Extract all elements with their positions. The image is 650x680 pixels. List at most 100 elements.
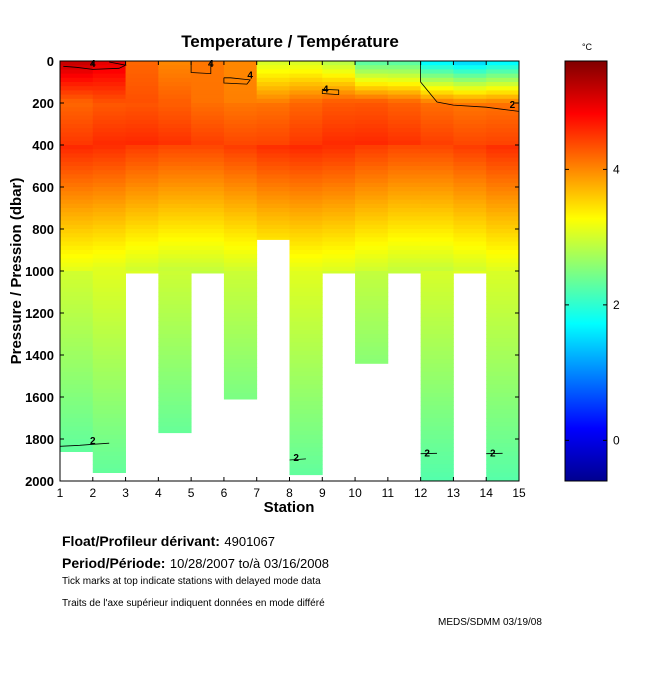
heatmap-cell (420, 275, 454, 280)
x-tick-label: 8 (286, 486, 293, 500)
heatmap-cell (289, 434, 323, 440)
heatmap-cell (453, 136, 487, 142)
heatmap-cell (387, 82, 422, 87)
heatmap-cell (453, 65, 487, 70)
heatmap-cell (486, 103, 520, 108)
heatmap-cell (158, 199, 192, 205)
heatmap-cell (289, 149, 323, 154)
heatmap-cell (453, 61, 487, 66)
heatmap-cell (289, 224, 323, 230)
heatmap-cell (60, 245, 94, 251)
heatmap-cell (158, 342, 192, 347)
heatmap-cell (420, 208, 454, 213)
heatmap-cell (453, 216, 487, 221)
heatmap-cell (486, 61, 520, 66)
heatmap-cell (453, 178, 487, 184)
heatmap-cell (453, 157, 487, 163)
heatmap-cell (486, 413, 520, 419)
heatmap-cell (191, 136, 225, 142)
heatmap-cell (420, 166, 454, 171)
heatmap-cell (420, 111, 454, 116)
heatmap-cell (486, 371, 520, 377)
heatmap-cell (453, 266, 487, 272)
heatmap-cell (387, 149, 422, 154)
heatmap-cell (420, 371, 454, 377)
heatmap-cell (158, 418, 192, 423)
heatmap-cell (60, 334, 94, 339)
heatmap-cell (420, 258, 454, 263)
heatmap-cell (223, 86, 258, 91)
heatmap-cell (60, 409, 94, 415)
colorbar-ticks: 0 2 4 (565, 162, 620, 447)
y-tick-label: 200 (32, 96, 54, 111)
heatmap-cell (355, 250, 389, 255)
heatmap-cell (387, 166, 422, 171)
heatmap-cell (191, 258, 225, 263)
heatmap-cell (420, 262, 454, 268)
x-tick-label: 5 (188, 486, 195, 500)
heatmap-cell (486, 73, 520, 79)
heatmap-cell (158, 73, 192, 79)
heatmap-cell (387, 115, 422, 121)
heatmap-cell (92, 191, 126, 196)
heatmap-cell (191, 187, 225, 192)
heatmap-cell (289, 464, 323, 469)
heatmap-cell (420, 313, 454, 318)
heatmap-cell (92, 308, 126, 314)
heatmap-cell (355, 350, 389, 356)
heatmap-cell (158, 233, 192, 238)
heatmap-cell (125, 224, 159, 230)
heatmap-cell (486, 350, 520, 356)
heatmap-cell (158, 212, 192, 217)
heatmap-cell (387, 208, 422, 213)
heatmap-cell (60, 178, 94, 184)
heatmap-cell (223, 296, 258, 301)
heatmap-cell (191, 128, 225, 133)
heatmap-cell (486, 262, 520, 268)
heatmap-cell (420, 317, 454, 322)
colorbar-unit: °C (582, 42, 593, 52)
heatmap-cell (158, 224, 192, 230)
heatmap-cell (289, 460, 323, 465)
heatmap-cell (486, 212, 520, 217)
heatmap-cell (223, 124, 258, 129)
heatmap-cell (92, 86, 126, 91)
heatmap-cell (322, 77, 356, 83)
heatmap-cell (256, 178, 290, 184)
heatmap-cell (158, 329, 192, 335)
heatmap-cell (191, 208, 225, 213)
heatmap-cell (60, 161, 94, 167)
heatmap-cell (125, 161, 159, 167)
heatmap-cell (289, 187, 323, 192)
heatmap-cell (60, 397, 94, 402)
heatmap-cell (158, 195, 192, 200)
heatmap-cell (223, 178, 258, 184)
heatmap-cell (420, 472, 454, 478)
heatmap-cell (158, 413, 192, 419)
heatmap-cell (387, 140, 422, 146)
heatmap-cell (355, 359, 389, 364)
heatmap-cell (387, 241, 422, 247)
heatmap-cell (322, 212, 356, 217)
heatmap-cell (453, 166, 487, 171)
heatmap-cell (60, 203, 94, 209)
heatmap-cell (420, 216, 454, 221)
heatmap-cell (223, 275, 258, 280)
heatmap-cell (92, 392, 126, 398)
heatmap-cell (158, 405, 192, 410)
contour-label: 2 (424, 449, 430, 460)
heatmap-cell (420, 94, 454, 100)
heatmap-cell (60, 346, 94, 352)
heatmap-cell (453, 140, 487, 146)
heatmap-cell (420, 229, 454, 234)
heatmap-cell (92, 275, 126, 280)
heatmap-cell (322, 124, 356, 129)
heatmap-cell (60, 241, 94, 247)
heatmap-cell (92, 434, 126, 440)
heatmap-cell (125, 191, 159, 196)
heatmap-cell (387, 90, 422, 95)
heatmap-cell (322, 203, 356, 209)
heatmap-cell (453, 241, 487, 247)
heatmap-cell (158, 355, 192, 360)
heatmap-cell (60, 140, 94, 146)
